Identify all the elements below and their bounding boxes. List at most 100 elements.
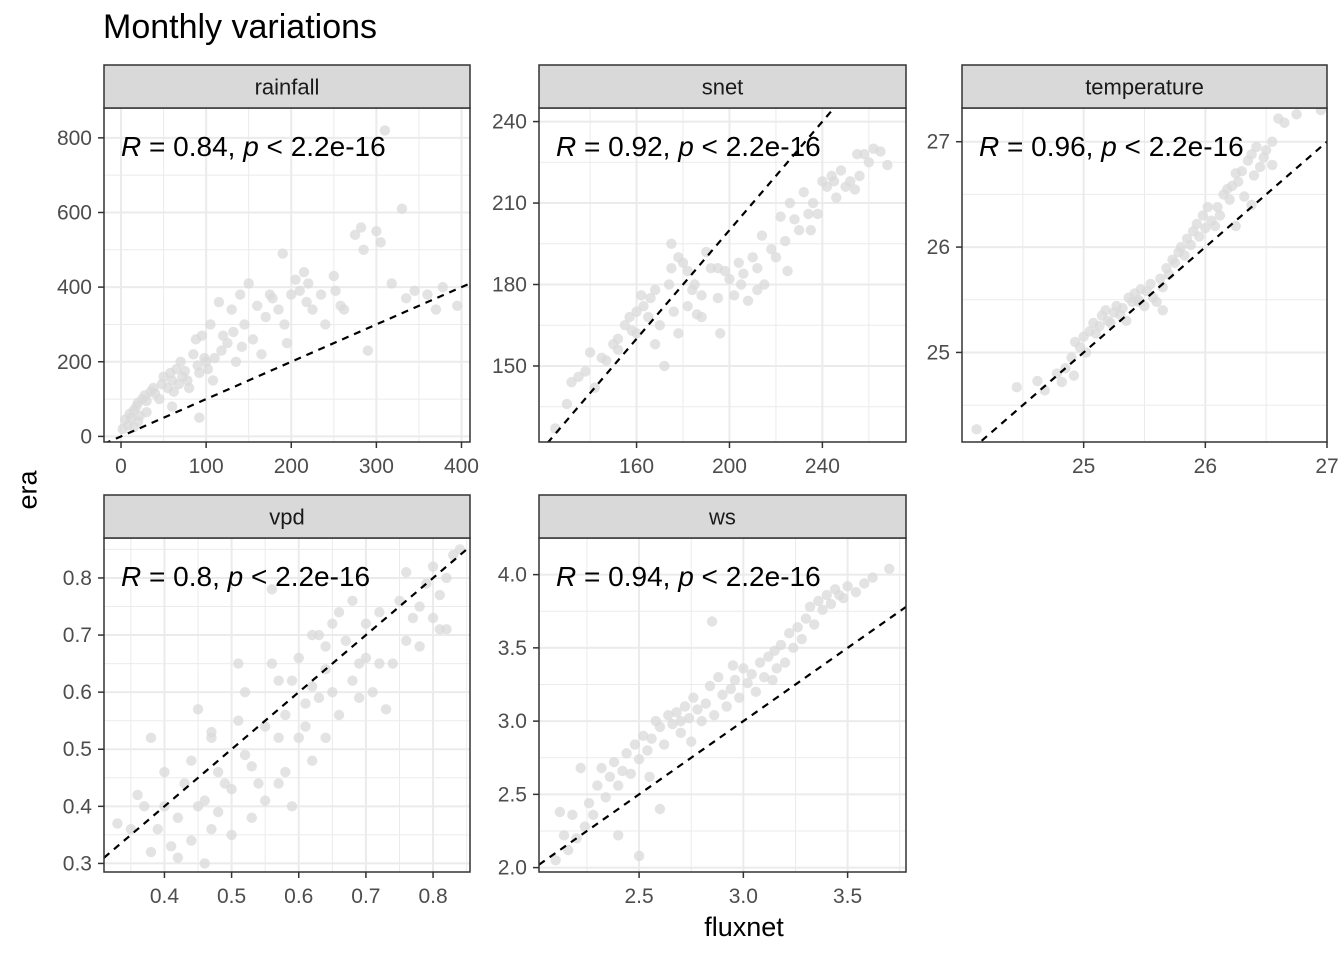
data-point: [233, 658, 244, 669]
y-tick-label: 2.5: [498, 783, 527, 806]
y-tick-label: 400: [57, 276, 92, 299]
x-tick-label: 0.6: [284, 885, 313, 908]
reference-line: [539, 605, 906, 866]
panel-temperature: temperature 25 26 27 25 26 27 R = 0.96, p < 2.2…: [927, 64, 1339, 478]
panel-ws: ws 2.0 2.5 3.0 3.5 4.0 2.5 3.0 3.5 R = 0.94, p < …: [498, 494, 907, 908]
data-point: [340, 635, 351, 646]
data-point: [1212, 201, 1223, 213]
data-point: [1066, 352, 1077, 363]
data-point: [636, 290, 647, 301]
data-point: [230, 356, 242, 367]
data-point: [742, 677, 753, 689]
data-point: [246, 761, 257, 772]
data-point: [1145, 278, 1156, 290]
data-point: [273, 778, 284, 789]
x-tick-label: 0: [115, 455, 127, 478]
data-point: [631, 328, 642, 339]
data-point: [1254, 161, 1266, 173]
data-point: [355, 222, 367, 233]
data-point: [371, 225, 382, 237]
y-tick-label: 2.0: [498, 857, 527, 880]
data-point: [333, 607, 345, 618]
data-point: [1200, 222, 1211, 234]
data-point: [280, 766, 291, 778]
data-point: [1011, 382, 1022, 393]
data-point: [807, 197, 819, 209]
x-tick-label: 3.5: [833, 885, 862, 908]
data-point: [775, 211, 786, 222]
data-point: [789, 214, 800, 225]
data-point: [792, 622, 803, 633]
data-point: [675, 727, 686, 739]
data-point: [725, 683, 737, 695]
data-point: [286, 801, 298, 812]
y-tick-label: 3.0: [498, 710, 527, 733]
data-point: [239, 319, 250, 330]
data-point: [222, 337, 233, 349]
data-point: [638, 301, 649, 312]
data-point: [179, 365, 191, 377]
data-point: [659, 360, 670, 372]
data-point: [673, 252, 684, 263]
data-point: [642, 745, 653, 756]
data-point: [621, 748, 632, 759]
data-point: [805, 224, 816, 236]
data-point: [742, 295, 754, 306]
correlation-annotation: R = 0.96, p < 2.2e-16: [979, 131, 1244, 162]
data-point: [452, 300, 463, 311]
data-point: [700, 698, 712, 709]
y-tick-label: 600: [57, 201, 92, 224]
data-point: [689, 279, 700, 290]
data-point: [1157, 305, 1168, 316]
data-point: [192, 704, 204, 715]
x-tick-label: 2.5: [624, 885, 653, 908]
data-point: [756, 230, 768, 241]
data-point: [859, 578, 870, 589]
data-point: [566, 377, 577, 388]
data-point: [379, 125, 391, 136]
data-point: [812, 208, 823, 220]
data-point: [682, 301, 693, 312]
y-tick-label: 240: [492, 111, 527, 134]
data-point: [770, 252, 782, 263]
data-point: [821, 181, 833, 192]
data-point: [575, 762, 586, 774]
data-point: [422, 289, 433, 300]
facet-strip: [103, 494, 471, 539]
x-tick-label: 26: [1194, 455, 1217, 478]
data-point: [186, 755, 197, 766]
y-tick-label: 180: [492, 274, 527, 297]
data-point: [233, 715, 244, 726]
data-point: [273, 304, 284, 315]
data-point: [601, 355, 612, 366]
data-point: [1121, 315, 1132, 327]
data-point: [625, 768, 636, 780]
data-point: [728, 290, 740, 301]
data-point: [831, 192, 842, 203]
y-tick-label: 0.7: [63, 624, 92, 647]
data-point: [260, 311, 271, 323]
facet-strip-label: vpd: [269, 505, 304, 530]
data-point: [1251, 141, 1262, 153]
data-point: [266, 658, 278, 669]
data-point: [281, 337, 293, 349]
y-tick-label: 0.8: [63, 567, 92, 590]
data-point: [854, 170, 865, 182]
data-point: [196, 330, 208, 341]
data-point: [259, 721, 271, 732]
data-point: [667, 718, 678, 730]
data-point: [803, 208, 814, 220]
data-point: [294, 285, 305, 297]
data-point: [721, 701, 732, 712]
data-point: [165, 841, 177, 852]
data-point: [1080, 347, 1092, 358]
data-point: [320, 319, 331, 330]
data-point: [682, 265, 693, 277]
data-point: [784, 628, 795, 639]
x-tick-label: 0.5: [217, 885, 246, 908]
data-point: [679, 701, 691, 712]
reference-line: [546, 108, 836, 442]
data-point: [717, 689, 728, 700]
data-point: [441, 572, 452, 584]
